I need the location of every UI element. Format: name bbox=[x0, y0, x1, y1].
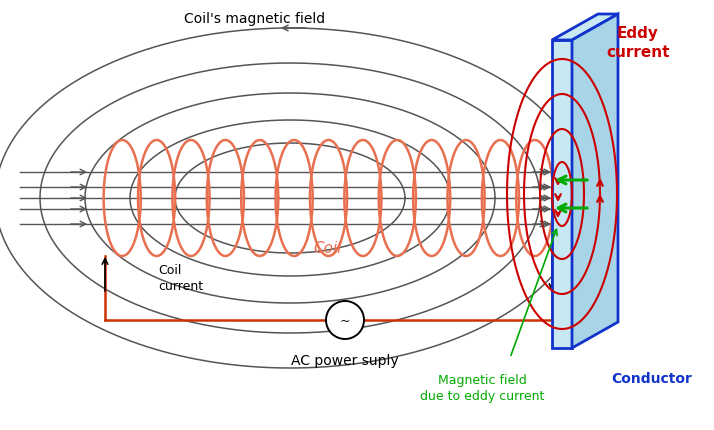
Text: Conductor: Conductor bbox=[612, 371, 693, 385]
Text: Coil's magnetic field: Coil's magnetic field bbox=[184, 12, 326, 26]
Text: Coil
current: Coil current bbox=[158, 264, 203, 293]
Text: ~: ~ bbox=[340, 314, 351, 327]
Text: Magnetic field
due to eddy current: Magnetic field due to eddy current bbox=[420, 374, 544, 402]
Polygon shape bbox=[552, 15, 618, 41]
Text: Eddy
current: Eddy current bbox=[606, 26, 670, 60]
Circle shape bbox=[326, 301, 364, 339]
Text: Coil: Coil bbox=[313, 241, 342, 256]
Polygon shape bbox=[572, 15, 618, 348]
Text: AC power suply: AC power suply bbox=[291, 353, 399, 367]
Polygon shape bbox=[552, 41, 572, 348]
